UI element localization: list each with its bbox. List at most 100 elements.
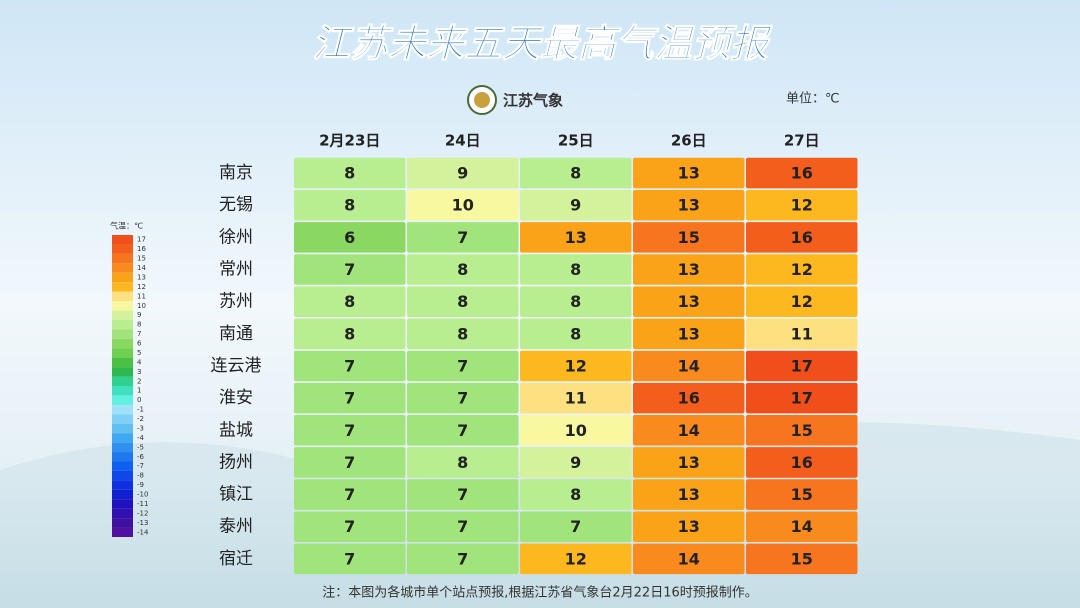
city-label: 镇江 [219,485,253,505]
legend-swatch [112,461,133,471]
cell [407,286,519,317]
brand: 江苏气象 [503,92,563,110]
legend-label: 7 [137,330,141,338]
cell [746,318,858,350]
cell [407,382,519,414]
cell-value: 13 [678,453,700,472]
cell-value: 14 [678,356,700,375]
cell [294,222,406,253]
legend-swatch [112,263,133,273]
cell-value: 7 [344,421,355,440]
cell [746,189,858,221]
legend-label: -8 [137,472,144,480]
cell-value: 8 [457,453,468,472]
cell [520,286,632,317]
legend-swatch [112,433,133,443]
column-header: 27日 [784,132,820,150]
cell [294,415,406,446]
cell [633,189,745,221]
legend-swatch [112,480,133,490]
cell [633,254,745,285]
cell [633,157,745,189]
cell [294,157,406,189]
legend-swatch [112,329,133,339]
legend-swatch [112,301,133,311]
cell-value: 17 [791,389,813,408]
cell-value: 7 [344,549,355,568]
legend-label: 11 [137,292,146,300]
cell [294,447,406,478]
cell-value: 16 [678,389,700,408]
cell-value: 13 [678,164,700,183]
title: 江苏未来五天最高气温预报 [312,22,773,66]
city-label: 常州 [219,260,253,280]
legend-label: -3 [137,424,144,432]
column-header: 24日 [445,132,481,150]
legend-swatch [112,272,133,283]
cell [746,222,858,253]
cell [633,543,745,575]
cell [633,415,745,446]
cell [294,511,406,542]
cell [407,254,519,285]
legend-swatch [112,404,133,415]
legend-label: 5 [137,349,141,357]
cell [746,447,858,478]
cell [746,511,858,542]
cell [407,511,519,542]
cell [746,350,858,382]
cell [294,382,406,414]
cell-value: 14 [678,549,700,568]
legend-label: -14 [137,528,149,536]
note: 注：本图为各城市单个站点预报,根据江苏省气象台2月22日16时预报制作。 [322,585,758,601]
cell [633,479,745,510]
city-label: 徐州 [219,227,253,247]
cell [407,415,519,446]
legend-label: -11 [137,500,148,508]
column-header: 2月23日 [319,132,380,150]
cell [746,286,858,317]
cell-value: 8 [570,164,581,183]
city-label: 南京 [219,163,253,183]
cell-value: 8 [457,324,468,343]
cell-value: 8 [344,324,355,343]
cell [407,189,519,221]
cell [633,318,745,350]
cell [520,318,632,350]
legend-label: -1 [137,406,144,414]
city-label: 扬州 [219,452,253,472]
cell-value: 12 [565,549,587,568]
column-header: 26日 [671,132,707,150]
legend-swatch [112,414,133,424]
column-header: 25日 [558,132,594,150]
cell-value: 7 [344,389,355,408]
cell-value: 13 [678,260,700,279]
legend-swatch [112,291,133,302]
cell [746,382,858,414]
legend-swatch [112,395,133,405]
cell [294,543,406,575]
legend-swatch [112,470,133,481]
cell-value: 8 [344,292,355,311]
legend-swatch [112,244,133,254]
cell-value: 7 [344,453,355,472]
cell [633,286,745,317]
legend-label: -4 [137,434,145,442]
cell [520,222,632,253]
legend-swatch [112,367,133,377]
legend-swatch [112,489,133,500]
legend-swatch [112,282,133,292]
cell-value: 14 [791,517,813,536]
legend-swatch [112,527,133,537]
legend-swatch [112,376,133,386]
cell-value: 10 [565,421,587,440]
legend-label: 15 [137,255,146,263]
cell-value: 9 [570,453,581,472]
cell [407,222,519,253]
cell-value: 14 [678,421,700,440]
legend-label: -6 [137,453,145,461]
legend-label: 0 [137,396,141,404]
legend-swatch [112,442,133,453]
cell-value: 8 [570,260,581,279]
